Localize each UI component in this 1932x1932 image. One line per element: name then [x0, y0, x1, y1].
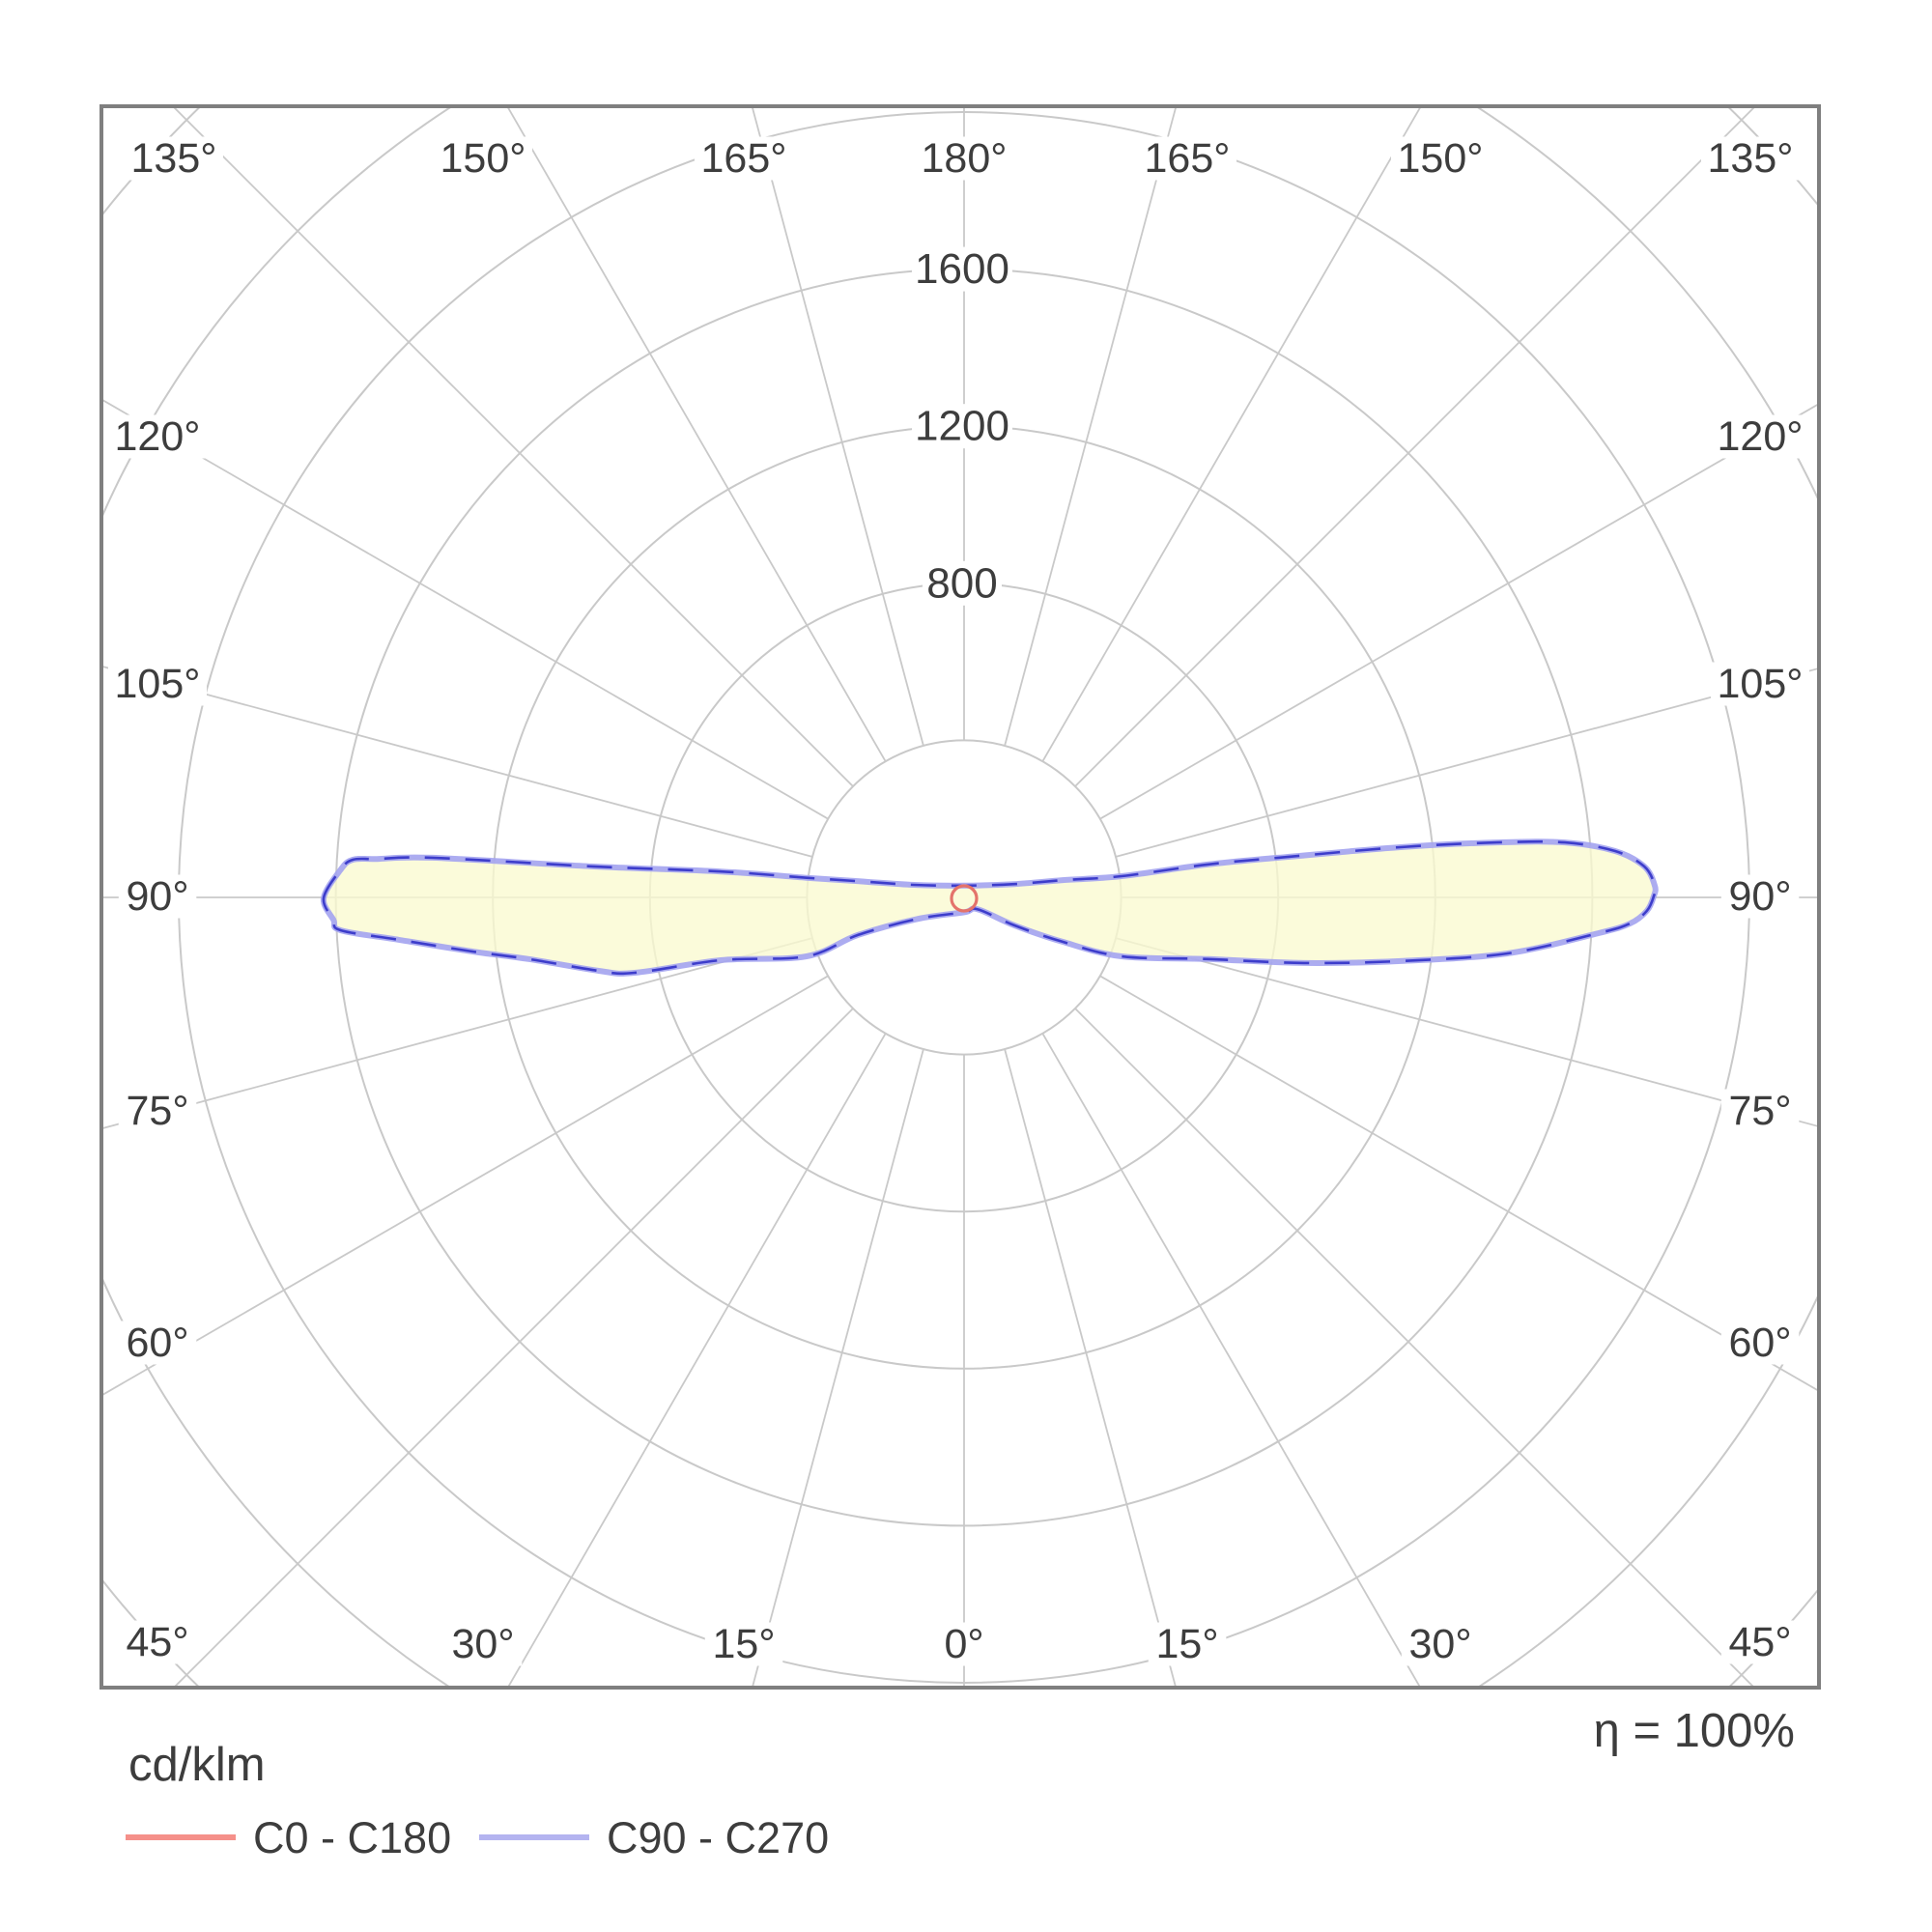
- angle-label: 0°: [944, 1621, 983, 1667]
- grid-spoke: [1099, 975, 1817, 1391]
- angle-label: 180°: [922, 135, 1008, 182]
- unit-label: cd/klm: [128, 1739, 266, 1791]
- grid-spoke: [103, 975, 829, 1396]
- grid-spoke: [1115, 937, 1817, 1127]
- angle-label: 90°: [126, 873, 188, 920]
- angle-label-bg: [1138, 136, 1236, 181]
- c0-c180-curve: [950, 884, 979, 913]
- radial-tick-label: 1200: [915, 403, 1009, 450]
- angle-label-bg: [1720, 874, 1800, 919]
- radial-tick-label: 800: [926, 559, 997, 607]
- angle-label-bg: [1720, 1321, 1800, 1365]
- angle-label: 75°: [126, 1088, 188, 1134]
- angle-label: 90°: [1728, 873, 1791, 920]
- angle-label: 135°: [1708, 135, 1794, 182]
- angle-label: 135°: [131, 135, 217, 182]
- angle-label: 105°: [1718, 661, 1804, 707]
- angle-label: 60°: [126, 1320, 188, 1366]
- angle-label-bg: [108, 414, 207, 459]
- angle-label-bg: [1701, 136, 1800, 181]
- grid-spoke: [1004, 108, 1177, 747]
- grid-spoke: [1099, 404, 1817, 820]
- efficiency-label: η = 100%: [1594, 1705, 1795, 1757]
- grid-spoke: [103, 666, 813, 858]
- grid-spoke: [752, 108, 924, 747]
- angle-label: 120°: [115, 413, 201, 460]
- radial-tick-label: 1600: [915, 245, 1009, 293]
- angle-label-bg: [1720, 1089, 1800, 1133]
- angle-label-bg: [125, 136, 223, 181]
- angle-label-bg: [915, 136, 1013, 181]
- angle-label-bg: [443, 1622, 523, 1666]
- grid-spoke: [752, 1048, 924, 1686]
- grid-spoke: [103, 399, 829, 820]
- c90-c270-fill: [323, 841, 1656, 974]
- radial-tick-label-bg: [912, 246, 1012, 292]
- angle-label-bg: [118, 1321, 197, 1365]
- angle-label-bg: [118, 1620, 197, 1664]
- angle-label: 105°: [115, 661, 201, 707]
- grid-spoke: [1004, 1048, 1177, 1686]
- radial-tick-label-bg: [923, 560, 1002, 606]
- angle-label: 60°: [1728, 1320, 1791, 1366]
- grid-spoke: [507, 108, 887, 762]
- grid-spoke: [1041, 108, 1421, 762]
- c90-c270-curve: [322, 839, 1658, 976]
- angle-label-bg: [1401, 1622, 1480, 1666]
- angle-label-bg: [1711, 662, 1809, 706]
- angle-label: 165°: [1145, 135, 1231, 182]
- angle-label-bg: [118, 1089, 197, 1133]
- angle-label-bg: [1711, 414, 1809, 459]
- angle-label-bg: [108, 662, 207, 706]
- grid-spoke: [1041, 1033, 1421, 1686]
- angle-label-bg: [704, 1622, 783, 1666]
- angle-label: 150°: [1398, 135, 1484, 182]
- grid-spoke: [1115, 668, 1817, 858]
- axis-labels-layer: 800 1200 1600 135° 150° 165° 180° 165° 150° 135° 1…: [108, 135, 1809, 1667]
- radial-tick-label-bg: [912, 404, 1012, 449]
- angle-label: 30°: [451, 1621, 514, 1667]
- angle-label: 45°: [1728, 1619, 1791, 1665]
- angle-label-bg: [1148, 1622, 1227, 1666]
- angle-label: 30°: [1408, 1621, 1471, 1667]
- legend-label-c90-c270: C90 - C270: [607, 1813, 829, 1862]
- angle-label: 150°: [440, 135, 526, 182]
- angle-label-bg: [935, 1622, 993, 1666]
- angle-label: 75°: [1728, 1088, 1791, 1134]
- grid-spoke: [507, 1033, 887, 1686]
- angle-label: 120°: [1718, 413, 1804, 460]
- angle-label: 15°: [712, 1621, 775, 1667]
- angle-label-bg: [118, 874, 197, 919]
- angle-label: 45°: [126, 1619, 188, 1665]
- curves-layer: [320, 838, 1659, 977]
- angle-label-bg: [434, 136, 532, 181]
- angle-label-bg: [1391, 136, 1490, 181]
- legend-label-c0-c180: C0 - C180: [253, 1813, 451, 1862]
- angle-label-bg: [1720, 1620, 1800, 1664]
- angle-label: 15°: [1155, 1621, 1218, 1667]
- grid-spoke: [174, 1008, 854, 1686]
- angle-label: 165°: [701, 135, 787, 182]
- grid-spoke: [103, 937, 813, 1129]
- angle-label-bg: [695, 136, 793, 181]
